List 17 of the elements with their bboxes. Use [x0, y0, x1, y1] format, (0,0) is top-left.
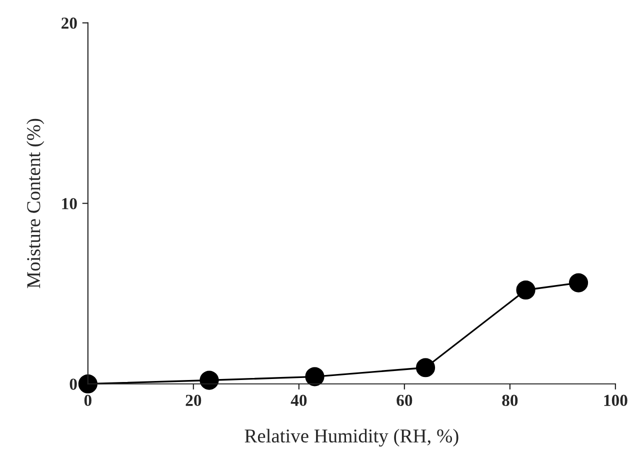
x-tick-label: 80	[502, 394, 518, 406]
y-tick-label: 10	[62, 198, 77, 210]
point	[305, 367, 324, 386]
point	[200, 370, 219, 390]
x-axis-title: Relative Humidity (RH, %)	[244, 428, 458, 447]
point	[568, 273, 588, 292]
point	[516, 280, 536, 300]
y-axis-title: Moisture Content (%)	[26, 118, 44, 288]
y-tick-label: 20	[62, 18, 77, 29]
x-tick-label: 100	[604, 394, 628, 406]
x-tick-label: 20	[186, 394, 202, 406]
x-tick-label: 0	[84, 394, 92, 406]
x-tick-label: 40	[290, 394, 307, 406]
x-tick-label: 60	[396, 394, 412, 406]
point	[78, 374, 98, 394]
point	[416, 358, 436, 378]
y-tick-label: 0	[70, 378, 77, 390]
